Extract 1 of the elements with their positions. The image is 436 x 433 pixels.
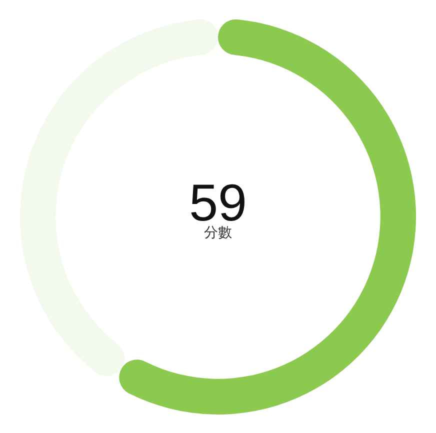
text: 分數 bbox=[204, 225, 232, 242]
